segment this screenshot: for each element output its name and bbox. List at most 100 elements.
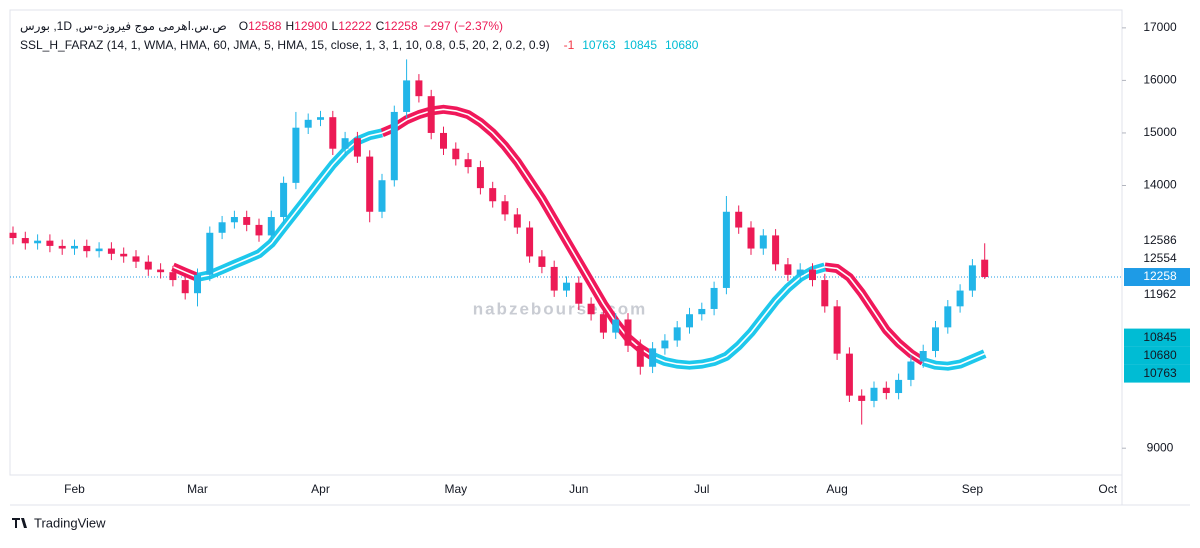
ohlc-label: H [285, 19, 295, 33]
candle-body [378, 180, 386, 212]
indicator-band-inner [922, 352, 986, 367]
candle-body [194, 274, 201, 294]
indicator-band-inner [824, 266, 924, 363]
ohlc-value: 12222 [338, 19, 372, 33]
candle-body [809, 269, 816, 281]
indicator-value: 10680 [665, 38, 699, 52]
ohlc-value: 12900 [294, 19, 328, 33]
candle-body [907, 361, 915, 380]
candle-body [513, 214, 521, 228]
candle-body [317, 117, 324, 120]
candle-body [944, 306, 952, 328]
candle-body [329, 117, 337, 149]
candle-body [366, 156, 374, 212]
candle-body [427, 96, 435, 133]
x-tick-label: Feb [64, 482, 85, 496]
y-tick-label: 16000 [1143, 73, 1177, 87]
candle-body [280, 182, 288, 218]
price-label: 10845 [1143, 330, 1177, 344]
candle-body [353, 138, 361, 157]
candle-body [243, 217, 251, 225]
change: −297 (−2.37%) [423, 19, 504, 33]
header: ص.س.اهرمی موج فیروزه-س, 1D, بورس O12588 H1… [20, 19, 503, 33]
candle-body [784, 264, 792, 275]
candle-body [968, 265, 976, 291]
x-tick-label: Jun [569, 482, 588, 496]
price-label-bg [1124, 346, 1190, 365]
y-tick-label: 9000 [1147, 440, 1174, 454]
x-tick-label: May [444, 482, 467, 496]
candle-body [415, 80, 423, 97]
candle-body [636, 345, 644, 367]
candle-body [501, 201, 509, 215]
price-label-bg [1124, 250, 1190, 269]
y-tick-label: 14000 [1143, 178, 1177, 192]
price-label: 12258 [1143, 269, 1177, 283]
candle-body [673, 327, 681, 341]
x-tick-label: Mar [187, 482, 208, 496]
watermark: nabzebourse.com [473, 299, 648, 318]
candle-body [858, 395, 866, 401]
candle-body [132, 256, 140, 262]
indicator-band-inner [197, 132, 383, 279]
candle-body [624, 319, 632, 346]
candle-body [649, 348, 657, 367]
x-tick-label: Aug [826, 482, 847, 496]
ohlc-label: O [238, 19, 249, 33]
indicator-line [196, 128, 987, 371]
indicator-value: -1 [563, 38, 575, 52]
candle-body [255, 224, 263, 236]
candle-body [390, 111, 398, 181]
indicator-legend: SSL_H_FARAZ (14, 1, WMA, HMA, 60, JMA, 5… [20, 38, 698, 52]
ohlc-label: L [331, 19, 339, 33]
candle-body [599, 314, 607, 333]
candle-body [759, 235, 767, 249]
candle-body [341, 138, 349, 149]
candle-body [870, 387, 878, 401]
candle-body [403, 80, 411, 112]
indicator-label: SSL_H_FARAZ (14, 1, WMA, HMA, 60, JMA, 5… [20, 38, 550, 52]
candle-body [698, 308, 706, 315]
y-tick-label: 15000 [1143, 125, 1177, 139]
candle-body [895, 379, 903, 394]
price-label: 12554 [1143, 251, 1177, 265]
candle-body [538, 256, 546, 267]
price-label-bg [1124, 328, 1190, 347]
candle-body [796, 269, 804, 275]
candle-body [181, 280, 189, 294]
brand: TradingView [34, 515, 106, 530]
candle-body [722, 211, 730, 288]
candle-body [661, 340, 669, 349]
price-label: 10680 [1143, 348, 1177, 362]
candle-body [157, 269, 165, 273]
brand-logo [12, 518, 27, 528]
candle-body [46, 240, 54, 246]
price-label-bg [1124, 232, 1190, 251]
price-label-bg [1124, 268, 1190, 287]
candle-body [476, 167, 484, 189]
candle-body [932, 327, 939, 351]
candle-body [120, 253, 128, 257]
symbol: ص.س.اهرمی موج فیروزه-س, 1D, بورس [20, 19, 227, 33]
candle-body [144, 261, 152, 270]
candle-body [452, 148, 460, 160]
candle-body [686, 314, 693, 328]
candle-body [21, 238, 29, 244]
candle-body [206, 232, 214, 275]
candle-body [107, 248, 115, 254]
candle-body [956, 290, 964, 307]
candle-body [304, 119, 312, 128]
candle-body [464, 159, 472, 168]
ohlc-value: 12258 [384, 19, 418, 33]
candle-body [612, 319, 620, 333]
candle-body [83, 245, 91, 252]
candle-body [230, 217, 238, 223]
x-tick-label: Jul [694, 482, 709, 496]
x-tick-label: Sep [962, 482, 984, 496]
ohlc-value: 12588 [248, 19, 282, 33]
candle-body [292, 127, 300, 183]
candle-body [9, 232, 17, 239]
candle-body [845, 353, 853, 396]
candle-body [95, 248, 103, 252]
